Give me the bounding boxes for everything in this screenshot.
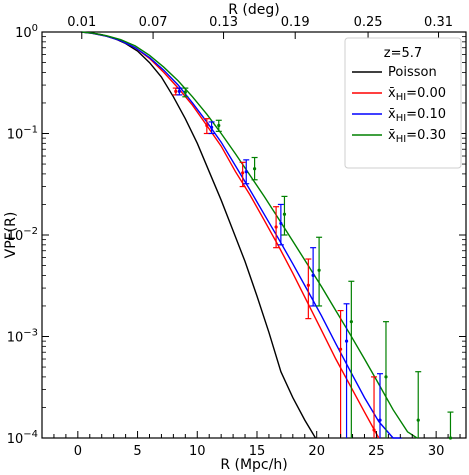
top-tick-label: 0.07 — [139, 15, 168, 30]
y-tick-label: 100 — [15, 23, 38, 41]
errorbar-point — [279, 221, 283, 226]
series-line-1 — [81, 31, 380, 439]
error-bars — [172, 87, 454, 440]
x-tick-label: 10 — [189, 444, 206, 459]
top-axis-title: R (deg) — [228, 2, 280, 18]
errorbar-1-2 — [239, 161, 246, 188]
errorbar-point — [349, 320, 353, 324]
errorbar-point — [244, 170, 248, 174]
legend-label: x̄HI=0.00 — [388, 86, 446, 103]
errorbar-2-1 — [208, 121, 215, 135]
errorbar-point — [311, 273, 315, 277]
top-tick-label: 0.01 — [67, 15, 96, 30]
errorbar-point — [183, 90, 187, 94]
errorbar-2-0 — [176, 87, 183, 96]
axis-ticks — [42, 31, 466, 439]
tick-labels: 0 5 10 15 20 25 30 0.01 0.07 0.13 0.19 0.25 0.31 100 1… — [7, 15, 453, 459]
errorbar-point — [306, 283, 310, 287]
errorbar-point — [384, 375, 388, 379]
errorbar-point — [344, 339, 349, 343]
y-tick-label: 10−4 — [7, 429, 38, 447]
errorbar-2-3 — [277, 203, 284, 246]
x-tick-label: 20 — [308, 444, 325, 459]
errorbar-2-4 — [310, 247, 317, 307]
series-line-3 — [81, 31, 418, 439]
legend-entry-0: Poisson — [352, 65, 437, 80]
x-tick-label: 25 — [368, 444, 385, 459]
errorbar-3-3 — [281, 195, 288, 236]
errorbar-point — [372, 428, 376, 432]
top-tick-label: 0.19 — [281, 15, 310, 30]
top-tick-label: 0.13 — [209, 15, 238, 30]
errorbar-2-6 — [377, 373, 384, 438]
legend-label: x̄HI=0.30 — [388, 128, 446, 145]
errorbar-3-4 — [316, 236, 323, 307]
errorbar-1-5 — [337, 309, 344, 438]
errorbar-2-5 — [343, 303, 350, 438]
errorbar-3-7 — [415, 371, 422, 438]
errorbar-3-1 — [215, 119, 222, 132]
legend-entry-2: x̄HI=0.10 — [352, 107, 446, 124]
top-tick-label: 0.31 — [424, 15, 453, 30]
errorbar-point — [282, 212, 287, 216]
x-axis-title: R (Mpc/h) — [220, 457, 287, 473]
x-tick-label: 5 — [133, 444, 141, 459]
errorbar-3-0 — [182, 87, 189, 98]
errorbar-point — [205, 123, 209, 128]
x-tick-label: 15 — [249, 444, 266, 459]
errorbar-3-8 — [447, 411, 454, 440]
errorbar-2-2 — [243, 159, 250, 185]
y-tick-label: 10−2 — [7, 226, 38, 244]
legend-entry-1: x̄HI=0.00 — [352, 86, 446, 103]
legend-entry-3: x̄HI=0.30 — [352, 128, 446, 145]
errorbar-1-0 — [172, 87, 179, 96]
legend-label: Poisson — [388, 65, 437, 80]
errorbar-point — [241, 171, 245, 175]
errorbar-1-4 — [305, 258, 312, 320]
errorbar-point — [177, 89, 181, 93]
x-tick-label: 0 — [74, 444, 82, 459]
errorbar-point — [210, 125, 214, 129]
errorbar-1-3 — [273, 206, 280, 249]
errorbar-point — [338, 347, 343, 351]
y-axis-title: VPF(R) — [3, 212, 19, 259]
errorbar-point — [174, 89, 178, 93]
errorbar-point — [448, 436, 453, 440]
y-tick-label: 10−1 — [7, 125, 38, 143]
errorbar-1-6 — [371, 376, 378, 438]
errorbar-3-2 — [251, 156, 258, 181]
legend-label: x̄HI=0.10 — [388, 107, 446, 124]
top-tick-label: 0.25 — [354, 15, 383, 30]
errorbar-point — [317, 268, 321, 272]
errorbar-point — [252, 167, 257, 171]
errorbar-point — [378, 418, 382, 422]
errorbar-point — [217, 123, 221, 128]
errorbar-point — [416, 418, 420, 422]
legend-title: z=5.7 — [384, 46, 422, 61]
y-tick-label: 10−3 — [7, 328, 38, 346]
legend: z=5.7 Poisson x̄HI=0.00 x̄HI=0.10 x̄HI=0.30 — [344, 37, 462, 169]
x-tick-label: 30 — [428, 444, 445, 459]
errorbar-point — [274, 225, 278, 229]
errorbar-3-6 — [382, 321, 389, 438]
errorbar-3-5 — [348, 280, 355, 438]
